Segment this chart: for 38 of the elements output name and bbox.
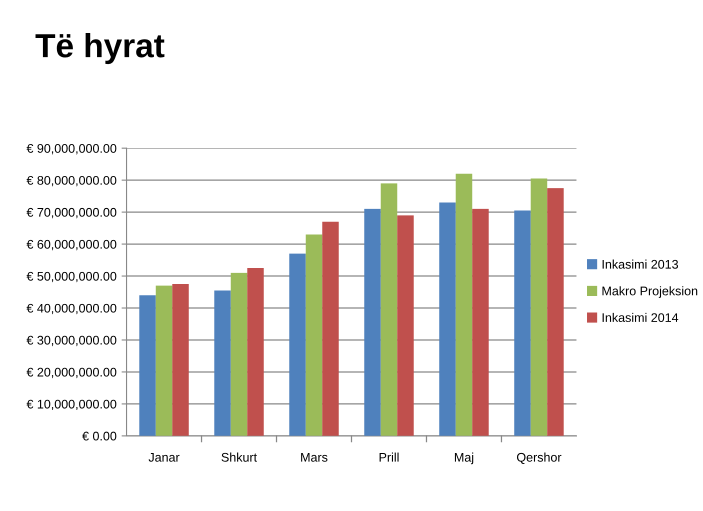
y-tick-label: € 10,000,000.00 bbox=[26, 400, 116, 410]
x-tick-label: Qershor bbox=[516, 452, 562, 464]
x-tick-label: Shkurt bbox=[222, 452, 257, 462]
x-tick-label: Prill bbox=[380, 452, 399, 462]
bar bbox=[139, 295, 156, 436]
x-tick-label: Mars bbox=[301, 453, 328, 462]
bar bbox=[230, 272, 248, 436]
y-tick-label: € 80,000,000.00 bbox=[26, 176, 116, 186]
legend-label: Makro Projeksion bbox=[602, 286, 698, 298]
bar bbox=[214, 290, 231, 436]
bar bbox=[322, 222, 339, 436]
bar bbox=[397, 215, 414, 436]
bar bbox=[306, 234, 322, 436]
y-tick-label: € 60,000,000.00 bbox=[26, 240, 116, 250]
legend-label: Inkasimi 2014 bbox=[602, 312, 678, 322]
bar bbox=[156, 286, 172, 436]
x-tick-label: Maj bbox=[454, 452, 474, 464]
bar bbox=[172, 284, 189, 436]
bar bbox=[456, 174, 472, 436]
y-tick-label: € 40,000,000.00 bbox=[26, 304, 116, 314]
y-tick-label: € 50,000,000.00 bbox=[26, 272, 116, 282]
chart-title: Të hyrat bbox=[36, 33, 164, 64]
bar bbox=[530, 178, 548, 436]
y-tick-label: € 90,000,000.00 bbox=[26, 144, 116, 154]
y-tick-label: € 0.00 bbox=[82, 432, 116, 441]
y-tick-label: € 30,000,000.00 bbox=[26, 336, 116, 346]
bar bbox=[514, 210, 531, 436]
bar bbox=[472, 208, 489, 436]
bar bbox=[289, 254, 306, 436]
y-tick-label: € 70,000,000.00 bbox=[26, 208, 116, 218]
bar bbox=[439, 202, 456, 436]
bar bbox=[364, 208, 381, 436]
bar bbox=[547, 188, 564, 436]
y-tick-label: € 20,000,000.00 bbox=[26, 368, 116, 378]
x-tick-label: Janar bbox=[148, 453, 180, 462]
bar bbox=[247, 268, 264, 436]
bar bbox=[380, 183, 398, 436]
legend-label: Inkasimi 2013 bbox=[602, 260, 678, 269]
